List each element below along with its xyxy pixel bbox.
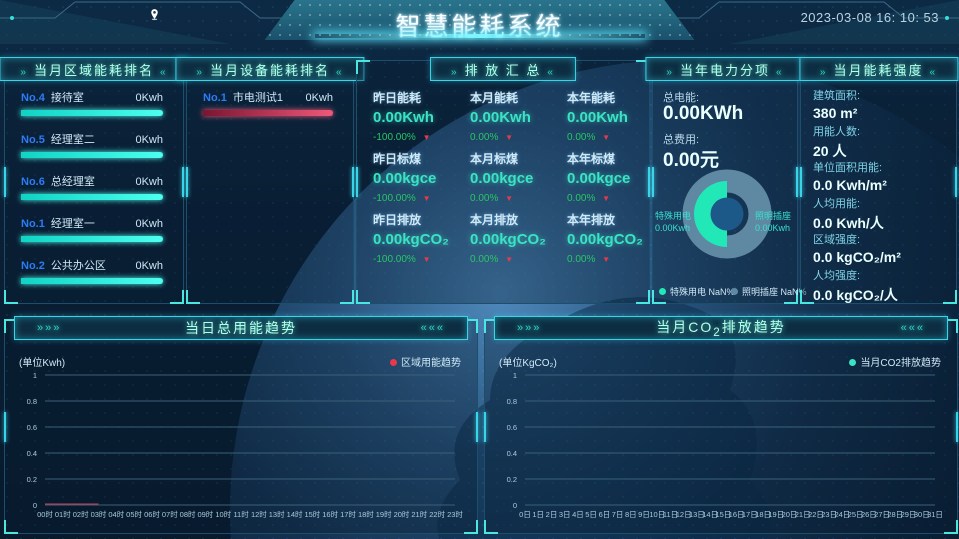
svg-text:18时: 18时 [358, 509, 374, 519]
svg-text:0日: 0日 [519, 510, 531, 519]
svg-text:0: 0 [513, 501, 517, 510]
svg-text:0.8: 0.8 [507, 397, 517, 406]
svg-text:21时: 21时 [411, 509, 427, 519]
svg-text:13时: 13时 [269, 509, 285, 519]
svg-text:0.2: 0.2 [27, 475, 37, 484]
svg-text:16时: 16时 [322, 509, 338, 519]
svg-text:2日: 2日 [546, 510, 558, 519]
svg-text:20时: 20时 [394, 509, 410, 519]
svg-text:14时: 14时 [287, 509, 303, 519]
svg-text:10时: 10时 [215, 509, 231, 519]
svg-text:22时: 22时 [429, 509, 445, 519]
svg-text:31日: 31日 [927, 510, 943, 519]
svg-text:03时: 03时 [91, 509, 107, 519]
svg-text:08时: 08时 [180, 509, 196, 519]
svg-text:02时: 02时 [73, 509, 89, 519]
svg-text:8日: 8日 [625, 510, 637, 519]
svg-text:12时: 12时 [251, 509, 267, 519]
svg-text:04时: 04时 [108, 509, 124, 519]
svg-text:23时: 23时 [447, 509, 463, 519]
svg-text:5日: 5日 [585, 510, 597, 519]
svg-text:06时: 06时 [144, 509, 160, 519]
svg-text:1: 1 [33, 371, 37, 380]
svg-text:01时: 01时 [55, 509, 71, 519]
svg-text:3日: 3日 [559, 510, 571, 519]
svg-text:9日: 9日 [638, 510, 650, 519]
svg-text:19时: 19时 [376, 509, 392, 519]
svg-text:7日: 7日 [612, 510, 624, 519]
svg-text:17时: 17时 [340, 509, 356, 519]
svg-text:09时: 09时 [197, 509, 213, 519]
svg-text:15时: 15时 [304, 509, 320, 519]
svg-text:0: 0 [33, 501, 37, 510]
svg-text:0.8: 0.8 [27, 397, 37, 406]
svg-text:0.2: 0.2 [507, 475, 517, 484]
svg-text:0.4: 0.4 [27, 449, 37, 458]
svg-text:00时: 00时 [37, 509, 53, 519]
svg-text:05时: 05时 [126, 509, 142, 519]
svg-text:0.4: 0.4 [507, 449, 517, 458]
svg-text:6日: 6日 [599, 510, 611, 519]
svg-text:11时: 11时 [233, 509, 249, 519]
svg-text:1日: 1日 [532, 510, 544, 519]
svg-text:0.6: 0.6 [27, 423, 37, 432]
svg-text:4日: 4日 [572, 510, 584, 519]
svg-text:1: 1 [513, 371, 517, 380]
svg-text:0.6: 0.6 [507, 423, 517, 432]
svg-text:07时: 07时 [162, 509, 178, 519]
